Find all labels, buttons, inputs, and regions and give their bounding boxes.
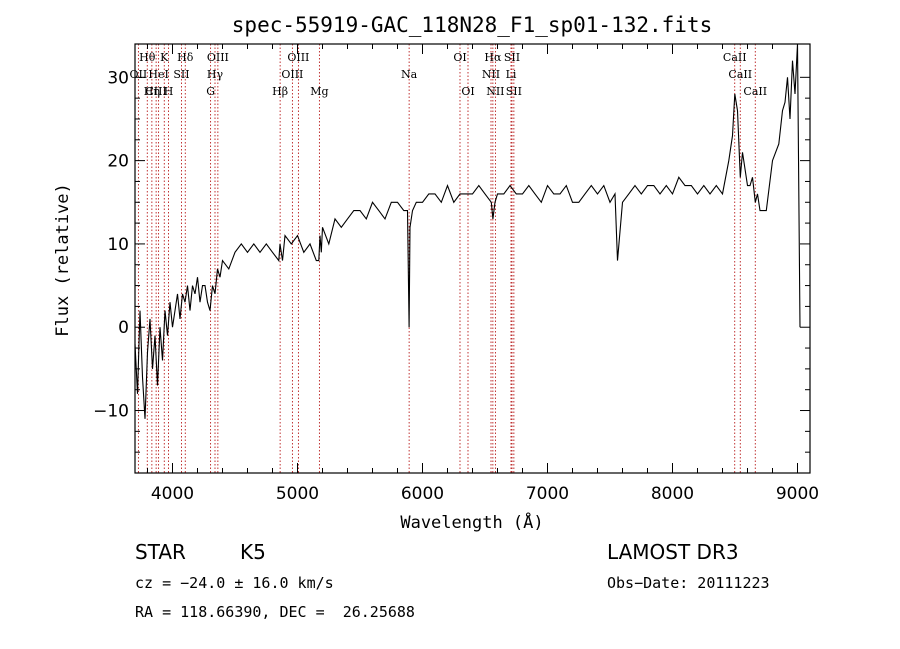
line-label-Ca-II-8498: CaII (723, 51, 747, 64)
line-label-O-III-5007: OIII (287, 51, 309, 64)
y-tick-label: 10 (107, 235, 129, 255)
line-label-N-II-6548: NII (482, 68, 500, 81)
line-label-O-I-6364: OI (461, 85, 474, 98)
line-label-S-II-6716: SII (504, 51, 520, 64)
x-tick-label: 5000 (276, 484, 319, 504)
line-label-O-III-4959: OIII (281, 68, 303, 81)
line-label-H-beta: Hβ (272, 85, 288, 98)
y-tick-label: 30 (107, 68, 129, 88)
flux-series-line (134, 43, 801, 419)
line-label-N-II-6583: NII (486, 85, 504, 98)
x-tick-label: 8000 (651, 484, 694, 504)
line-label-O-I-6300: OI (453, 51, 466, 64)
line-label-Ne-III-3869: CIII (145, 85, 166, 98)
y-tick-label: −10 (93, 402, 129, 422)
x-tick-label: 6000 (401, 484, 444, 504)
y-tick-label: 20 (107, 152, 129, 172)
line-label-H-alpha: Hα (484, 51, 502, 64)
spectrum-chart: spec-55919-GAC_118N28_F1_sp01-132.fits H… (53, 13, 819, 533)
x-axis-label: Wavelength (Å) (400, 511, 543, 533)
x-tick-label: 4000 (151, 484, 194, 504)
line-label-S-II-4072: SII (173, 68, 189, 81)
object-class: STAR (135, 540, 186, 564)
line-label-Ca-K: K (160, 51, 169, 64)
y-tick-label: 0 (118, 318, 129, 338)
line-label-Li-6708: Li (506, 68, 517, 81)
x-tick-label: 7000 (526, 484, 569, 504)
ra-dec-coordinates: RA = 118.66390, DEC = 26.25688 (135, 603, 415, 621)
y-axis-label: Flux (relative) (53, 183, 73, 337)
axis-ticks: 4000 5000 6000 7000 8000 9000 −10 0 10 20 30 (93, 44, 819, 504)
line-label-H-eta: Hη (144, 85, 160, 98)
line-label-He-I-3889: HeI (148, 68, 168, 81)
line-label-H-gamma: Hγ (207, 68, 224, 81)
line-label-Ca-H: H (164, 85, 174, 98)
line-markers (137, 44, 756, 473)
line-label-S-II-6731: SII (506, 85, 522, 98)
object-subclass: K5 (240, 540, 266, 564)
redshift-cz: cz = −24.0 ± 16.0 km/s (135, 574, 334, 592)
line-label-O-III-4363: OIII (207, 51, 229, 64)
survey-name: LAMOST DR3 (607, 540, 739, 564)
chart-title: spec-55919-GAC_118N28_F1_sp01-132.fits (232, 13, 712, 37)
line-label-Mg-b: Mg (310, 85, 328, 98)
line-label-G-band: G (206, 85, 215, 98)
plot-frame (134, 43, 811, 474)
x-tick-label: 9000 (776, 484, 819, 504)
line-label-H-delta: Hδ (177, 51, 194, 64)
observation-date: Obs−Date: 20111223 (607, 574, 770, 592)
line-label-Ca-II-8662: CaII (743, 85, 767, 98)
line-label-H-theta: Hθ (139, 51, 156, 64)
line-label-O-II-3727: OII (130, 68, 148, 81)
line-label-Ca-II-8542: CaII (728, 68, 752, 81)
line-label-Na-D: Na (401, 68, 418, 81)
